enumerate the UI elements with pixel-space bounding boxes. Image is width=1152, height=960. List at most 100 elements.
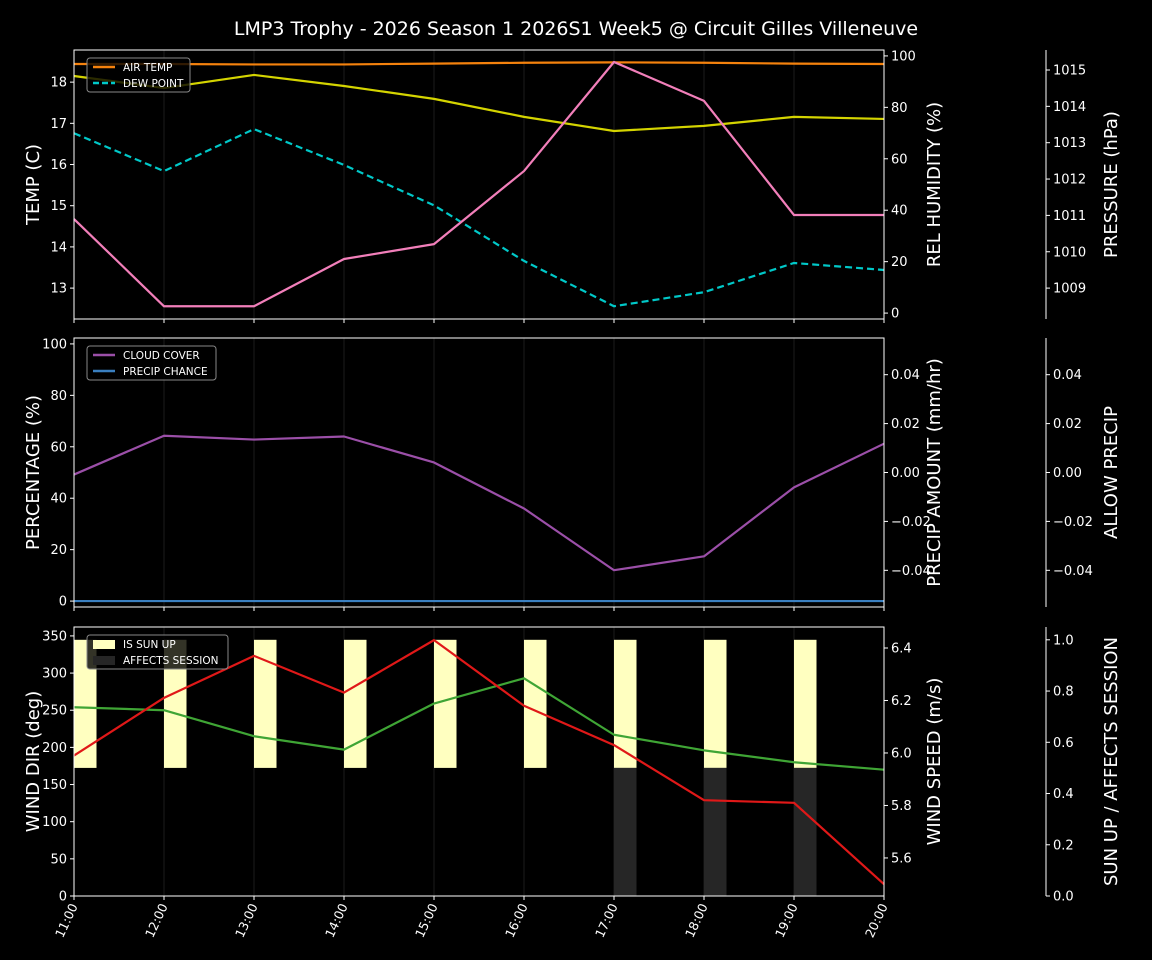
x-tick-label: 18:00 [682, 901, 711, 940]
right2-tick-label: 1015 [1053, 63, 1086, 78]
right1-tick-label: 80 [891, 101, 908, 116]
right2-axis-label: ALLOW PRECIP [1101, 406, 1122, 539]
left-tick-label: 250 [42, 704, 67, 719]
right1-tick-label: 6.0 [891, 746, 912, 761]
right2-tick-label: 0.8 [1053, 685, 1074, 700]
left-axis-label: WIND DIR (deg) [23, 691, 44, 833]
bar-affects-session [704, 767, 727, 896]
left-tick-label: 150 [42, 778, 67, 793]
right1-tick-label: −0.02 [891, 515, 931, 530]
bar-is-sun-up [254, 639, 277, 768]
legend: IS SUN UP AFFECTS SESSION [86, 634, 229, 670]
series-line-dew-point [73, 127, 885, 308]
bar-is-sun-up [524, 639, 547, 768]
right1-tick-label: 20 [891, 255, 908, 270]
bar-is-sun-up [794, 639, 817, 768]
right2-tick-label: 1013 [1053, 136, 1086, 151]
right2-tick-label: 0.0 [1053, 890, 1074, 905]
right2-tick-label: 1014 [1053, 100, 1086, 115]
left-tick-label: 0 [59, 890, 67, 905]
right2-tick-label: 1.0 [1053, 633, 1074, 648]
legend: AIR TEMP DEW POINT [86, 57, 191, 93]
x-tick-label: 19:00 [772, 901, 801, 940]
right1-tick-label: 60 [891, 152, 908, 167]
x-tick-label: 14:00 [322, 901, 351, 940]
right1-tick-label: 6.2 [891, 694, 912, 709]
bar-affects-session [614, 767, 637, 896]
left-axis-label: TEMP (C) [23, 144, 44, 226]
right1-axis-label: PRECIP AMOUNT (mm/hr) [924, 358, 945, 587]
x-tick-label: 11:00 [52, 901, 81, 940]
bar-affects-session [794, 767, 817, 896]
x-tick-label: 15:00 [412, 901, 441, 940]
legend: CLOUD COVER PRECIP CHANCE [86, 345, 217, 381]
left-tick-label: 200 [42, 741, 67, 756]
right2-tick-label: 1011 [1053, 209, 1086, 224]
right2-tick-label: 0.2 [1053, 838, 1074, 853]
legend-label: AIR TEMP [123, 62, 172, 74]
right1-tick-label: 5.8 [891, 799, 912, 814]
series-line-right1 [73, 639, 885, 886]
legend-label: DEW POINT [123, 78, 184, 90]
legend-swatch [93, 640, 115, 649]
right1-axis-label: REL HUMIDITY (%) [924, 102, 945, 267]
bar-is-sun-up [614, 639, 637, 768]
right1-tick-label: 100 [891, 49, 916, 64]
bar-is-sun-up [434, 639, 457, 768]
left-tick-label: 50 [50, 852, 67, 867]
legend-label: IS SUN UP [123, 639, 176, 651]
plot-frame [73, 626, 885, 897]
legend-label: AFFECTS SESSION [123, 655, 219, 667]
legend-box [86, 345, 217, 381]
right2-tick-label: 0.4 [1053, 787, 1074, 802]
x-tick-label: 16:00 [502, 901, 531, 940]
right2-tick-label: 0.00 [1053, 466, 1082, 481]
bar-is-sun-up [704, 639, 727, 768]
left-tick-label: 0 [59, 595, 67, 610]
left-tick-label: 15 [50, 199, 67, 214]
x-tick-label: 20:00 [862, 901, 891, 940]
x-tick-label: 12:00 [142, 901, 171, 940]
left-tick-label: 350 [42, 629, 67, 644]
plot-frame [73, 49, 885, 320]
right2-tick-label: 1009 [1053, 282, 1086, 297]
x-tick-label: 13:00 [232, 901, 261, 940]
left-tick-label: 17 [50, 117, 67, 132]
right2-tick-label: 0.6 [1053, 736, 1074, 751]
left-tick-label: 20 [50, 543, 67, 558]
right2-tick-label: 0.04 [1053, 368, 1082, 383]
series-line-left [73, 677, 885, 771]
left-tick-label: 80 [50, 389, 67, 404]
panel-3: 0 50 100 150 200 250 300 350 5.6 5.8 6.0 6.2 6.4 0.0 0… [23, 626, 1122, 940]
left-tick-label: 18 [50, 76, 67, 91]
legend-swatch [93, 656, 115, 665]
right1-tick-label: 0.02 [891, 417, 920, 432]
left-axis-label: PERCENTAGE (%) [23, 395, 44, 550]
right1-tick-label: 40 [891, 204, 908, 219]
figure-title: LMP3 Trophy - 2026 Season 1 2026S1 Week5… [234, 18, 918, 40]
bar-is-sun-up [164, 639, 187, 768]
right2-tick-label: 1010 [1053, 245, 1086, 260]
right1-axis-label: WIND SPEED (m/s) [924, 678, 945, 846]
series-line-air-temp [74, 61, 885, 66]
series-line-right1 [73, 73, 885, 133]
series-line-right2 [73, 60, 884, 308]
right1-tick-label: 0 [891, 307, 899, 322]
bar-is-sun-up [74, 639, 97, 768]
right2-tick-label: 1012 [1053, 173, 1086, 188]
right2-axis-label: SUN UP / AFFECTS SESSION [1101, 637, 1122, 886]
series-line-cloud-cover [73, 434, 885, 572]
panel-1: 13 14 15 16 17 18 0 20 40 60 80 100 1009 1010 1011 1012… [23, 49, 1122, 323]
right2-axis-label: PRESSURE (hPa) [1101, 111, 1122, 258]
left-tick-label: 300 [42, 667, 67, 682]
legend-label: CLOUD COVER [123, 350, 200, 362]
legend-box [86, 634, 229, 670]
right1-tick-label: −0.04 [891, 564, 931, 579]
left-tick-label: 16 [50, 158, 67, 173]
right1-tick-label: 6.4 [891, 641, 912, 656]
panel-2: 0 20 40 60 80 100 −0.04 −0.02 0.00 0.02 0.04 −0.04 −… [23, 337, 1122, 611]
left-tick-label: 100 [42, 815, 67, 830]
left-tick-label: 100 [42, 337, 67, 352]
left-tick-label: 13 [50, 282, 67, 297]
